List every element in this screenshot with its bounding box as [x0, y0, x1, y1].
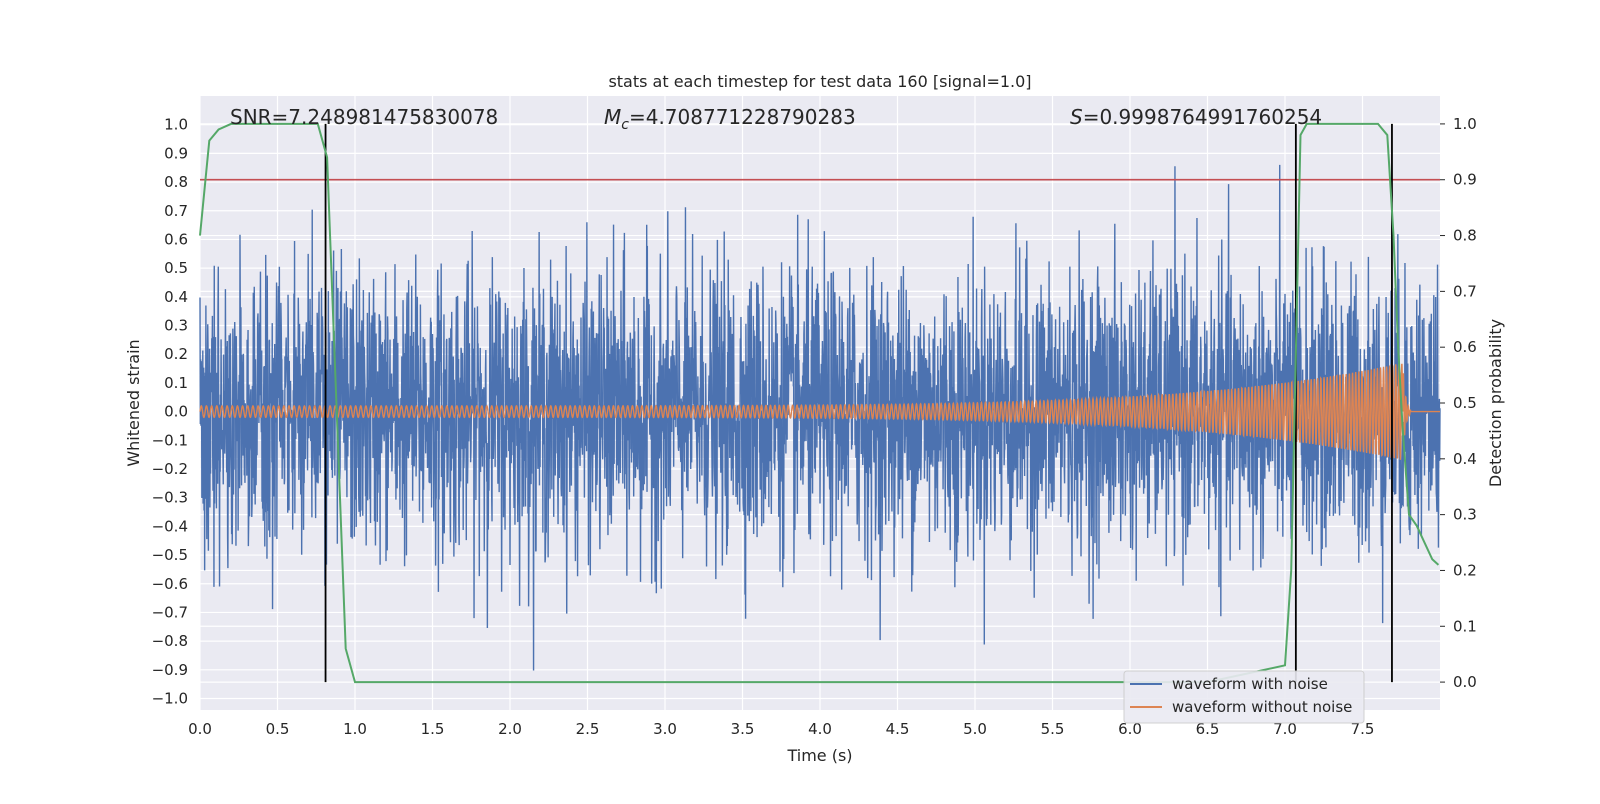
chart-title: stats at each timestep for test data 160… [608, 72, 1031, 91]
y-right-tick-label: 0.7 [1453, 282, 1477, 300]
x-tick-label: 1.0 [343, 720, 367, 738]
x-tick-label: 5.5 [1041, 720, 1065, 738]
waveform-with-noise-line [199, 164, 1441, 671]
s-symbol: S [1070, 105, 1083, 129]
chirp-mass-annotation: Mc=4.708771228790283 [604, 105, 856, 133]
y-right-tick-label: 0.3 [1453, 506, 1477, 524]
y-tick-label: 0.6 [164, 230, 188, 248]
legend-label-clean: waveform without noise [1172, 698, 1352, 716]
clean-waveform-series [199, 363, 1440, 460]
x-tick-label: 2.0 [498, 720, 522, 738]
y-axis-right: 1.0 0.9 0.8 0.7 0.6 0.5 0.4 0.3 0.2 0.1 0.0 [1440, 115, 1477, 691]
y-axis-label: Whitened strain [124, 339, 143, 466]
y-tick-label: −0.1 [152, 431, 188, 449]
y-tick-label: −1.0 [152, 690, 188, 708]
legend-box [1123, 670, 1365, 724]
x-tick-label: 2.5 [576, 720, 600, 738]
y-tick-label: 0.2 [164, 345, 188, 363]
y-tick-label: −0.7 [152, 603, 188, 621]
y-tick-label: 0.0 [164, 403, 188, 421]
x-tick-label: 0.0 [188, 720, 212, 738]
overlay [199, 122, 1440, 684]
y-right-tick-label: 0.6 [1453, 338, 1477, 356]
y-tick-label: 0.5 [164, 259, 188, 277]
snr-annotation: SNR=7.248981475830078 [230, 105, 498, 129]
y-tick-label: 1.0 [164, 116, 188, 134]
chirp-mass-symbol: M [604, 105, 621, 129]
x-tick-label: 3.5 [731, 720, 755, 738]
y-right-tick-label: 0.4 [1453, 450, 1477, 468]
x-axis: 0.0 0.5 1.0 1.5 2.0 2.5 3.0 3.5 4.0 4.5 5.0 5.5 6.0 6… [188, 720, 1374, 738]
y-tick-label: 0.9 [164, 144, 188, 162]
y-tick-label: 0.1 [164, 374, 188, 392]
x-tick-label: 6.5 [1196, 720, 1220, 738]
y-right-tick-label: 0.0 [1453, 673, 1477, 691]
noisy-waveform-series [199, 164, 1441, 671]
y-tick-label: 0.3 [164, 317, 188, 335]
y-tick-label: −0.5 [152, 546, 188, 564]
y-tick-label: 0.7 [164, 202, 188, 220]
y-right-tick-label: 0.9 [1453, 171, 1477, 189]
y-right-tick-label: 0.8 [1453, 227, 1477, 245]
snr-statistic-annotation: S=0.9998764991760254 [1070, 105, 1322, 129]
x-tick-label: 1.5 [421, 720, 445, 738]
legend: waveform with noise waveform without noi… [1123, 670, 1365, 724]
s-value: =0.9998764991760254 [1083, 105, 1322, 129]
x-tick-label: 4.0 [808, 720, 832, 738]
x-tick-label: 7.5 [1351, 720, 1375, 738]
chirp-mass-value: =4.708771228790283 [629, 105, 856, 129]
x-tick-label: 3.0 [653, 720, 677, 738]
y-tick-label: 0.4 [164, 288, 188, 306]
waveform-without-noise-line [199, 363, 1440, 460]
x-tick-label: 5.0 [963, 720, 987, 738]
y-tick-label: 0.8 [164, 173, 188, 191]
x-tick-label: 0.5 [266, 720, 290, 738]
y-tick-label: −0.6 [152, 575, 188, 593]
y-tick-label: −0.2 [152, 460, 188, 478]
y-tick-label: −0.3 [152, 489, 188, 507]
x-tick-label: 6.0 [1118, 720, 1142, 738]
detection-probability-line [199, 122, 1440, 684]
x-axis-label: Time (s) [786, 746, 852, 765]
x-tick-label: 4.5 [886, 720, 910, 738]
chirp-mass-subscript: c [621, 117, 629, 133]
y-right-tick-label: 0.5 [1453, 394, 1477, 412]
legend-label-noisy: waveform with noise [1172, 675, 1328, 693]
x-tick-label: 7.0 [1273, 720, 1297, 738]
y-tick-label: −0.4 [152, 517, 188, 535]
y-axis-right-label: Detection probability [1486, 319, 1505, 487]
y-axis-left: 1.0 0.9 0.8 0.7 0.6 0.5 0.4 0.3 0.2 0.1 0.0 −0.1 −0.… [152, 116, 188, 708]
y-tick-label: −0.8 [152, 632, 188, 650]
y-right-tick-label: 1.0 [1453, 115, 1477, 133]
y-right-tick-label: 0.2 [1453, 561, 1477, 579]
y-tick-label: −0.9 [152, 661, 188, 679]
y-right-tick-label: 0.1 [1453, 617, 1477, 635]
